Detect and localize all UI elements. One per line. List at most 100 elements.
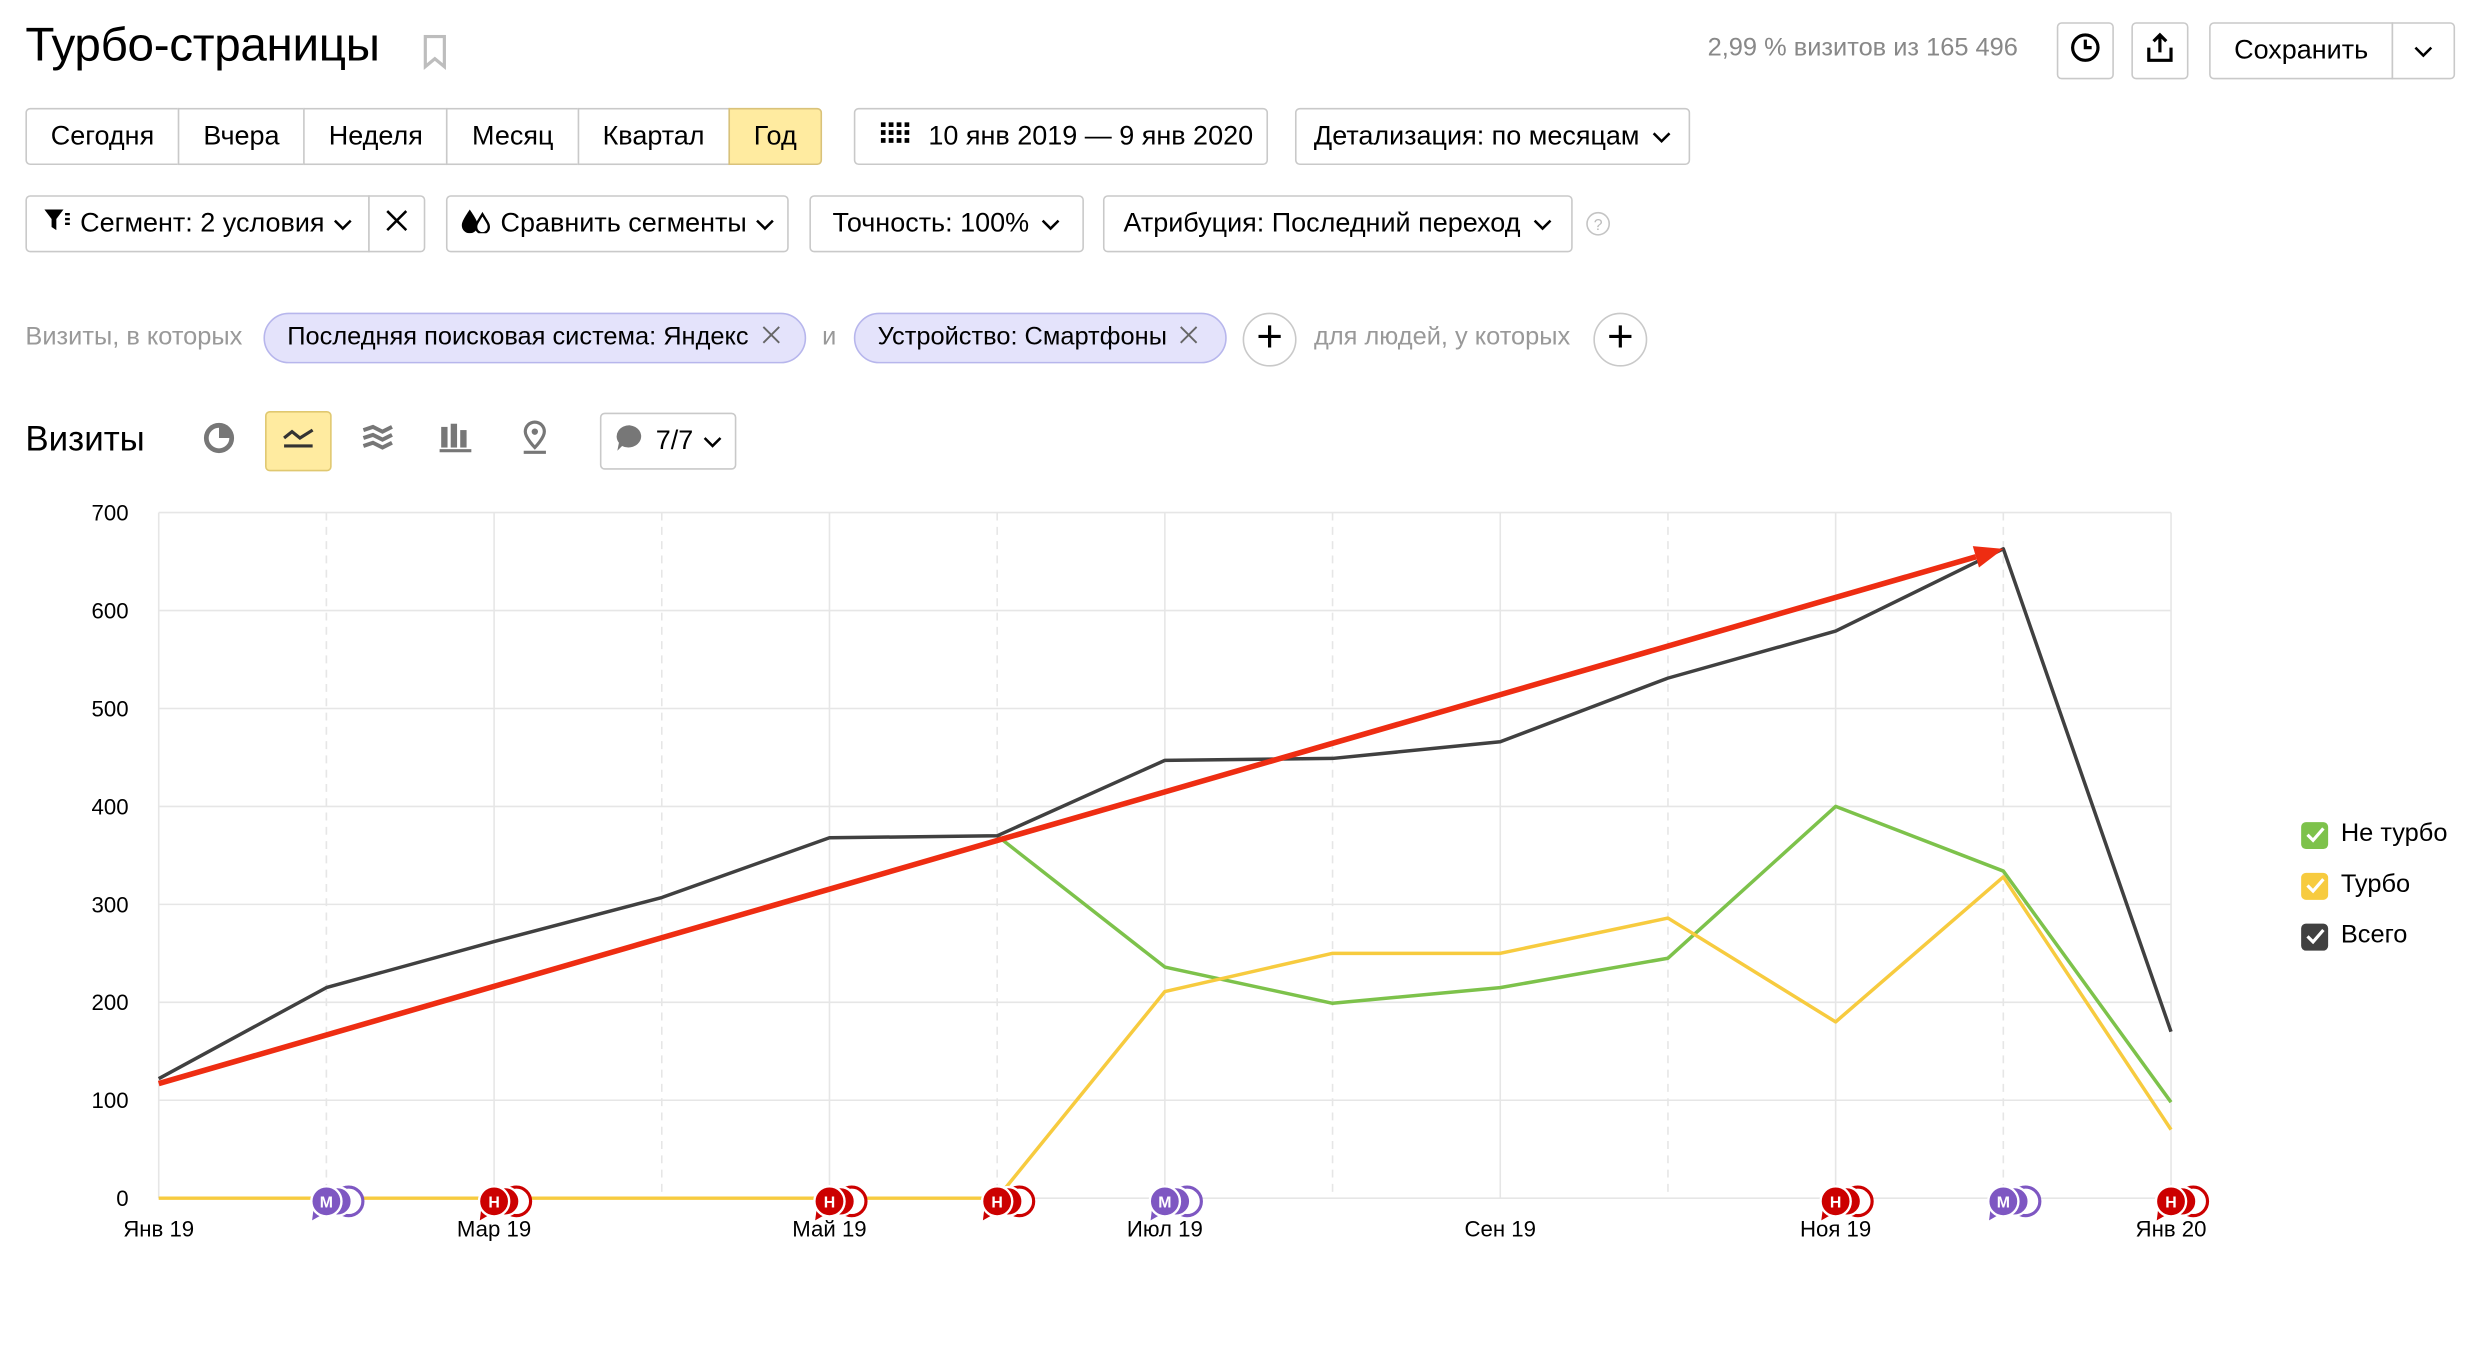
report-title: Визиты [25,418,145,459]
tab-today[interactable]: Сегодня [25,107,180,166]
chevron-down-icon [1042,208,1061,240]
checkbox-icon[interactable] [2301,922,2329,950]
people-conditions-label: для людей, у которых [1314,323,1571,351]
comment-icon [614,423,646,460]
bar-chart-view-button[interactable] [422,411,489,471]
condition-chip-label: Последняя поисковая система: Яндекс [287,323,749,351]
legend-label: Не турбо [2340,820,2448,848]
checkbox-icon[interactable] [2301,821,2329,849]
filter-icon [42,207,71,240]
compare-segments-button[interactable]: Сравнить сегменты [445,195,789,253]
y-tick-label: 600 [92,598,129,623]
y-tick-label: 500 [92,696,129,721]
chart-legend: Не турбо Турбо Всего [2301,809,2447,961]
bookmark-icon[interactable] [422,34,447,78]
map-view-button[interactable] [501,411,568,471]
x-tick-label: Май 19 [792,1216,866,1241]
annotation-marker [980,1185,1014,1218]
tab-week[interactable]: Неделя [303,107,449,166]
close-icon[interactable] [1180,324,1199,353]
marker-letter: Н [2165,1195,2176,1212]
add-people-condition-button[interactable] [1593,312,1648,367]
svg-text:?: ? [1594,217,1603,234]
calendar-icon [880,121,910,153]
annotation-marker [1987,1185,2020,1218]
y-tick-label: 100 [92,1088,129,1113]
save-button[interactable]: Сохранить [2209,22,2394,80]
clear-segment-button[interactable] [368,195,426,253]
segment-select[interactable]: Сегмент: 2 условия [25,195,370,253]
y-tick-label: 0 [116,1186,128,1211]
pie-chart-view-button[interactable] [186,411,253,471]
marker-letter: Н [1830,1195,1841,1212]
history-button[interactable] [2056,22,2114,80]
accuracy-select[interactable]: Точность: 100% [809,195,1084,253]
drops-icon [461,207,493,240]
pie-chart-icon [203,421,235,461]
export-button[interactable] [2131,22,2189,80]
attribution-label: Атрибуция: Последний переход [1123,207,1521,239]
marker-letter: М [1997,1195,2010,1212]
annotations-count: 7/7 [655,425,694,456]
accuracy-label: Точность: 100% [832,207,1030,239]
legend-label: Всего [2340,922,2408,950]
x-tick-label: Июл 19 [1127,1216,1203,1241]
bar-chart-icon [438,421,473,461]
page-title: Турбо-страницы [25,19,380,72]
save-button-label: Сохранить [2234,34,2369,66]
condition-chip-search-engine[interactable]: Последняя поисковая система: Яндекс [263,312,807,364]
legend-item-not-turbo[interactable]: Не турбо [2301,809,2447,860]
tab-yesterday[interactable]: Вчера [177,107,305,166]
trend-arrow-line [157,554,1977,1087]
close-icon[interactable] [761,324,780,353]
attribution-select[interactable]: Атрибуция: Последний переход [1102,195,1573,253]
legend-label: Турбо [2340,871,2411,899]
conditions-joiner: и [822,323,837,351]
area-chart-view-button[interactable] [344,411,411,471]
annotation-marker [477,1185,511,1218]
marker-letter: М [320,1195,333,1212]
marker-letter: Н [991,1195,1002,1212]
annotations-button[interactable]: 7/7 [599,412,737,470]
y-tick-label: 200 [92,990,129,1015]
share-icon [2144,31,2176,71]
legend-item-turbo[interactable]: Турбо [2301,860,2447,911]
x-tick-label: Янв 20 [2136,1216,2207,1241]
annotation-marker [1148,1185,1182,1218]
clock-icon [2069,31,2101,71]
y-tick-label: 300 [92,892,129,917]
chevron-down-icon [2414,35,2433,67]
annotation-marker [2154,1185,2188,1218]
marker-letter: М [1158,1195,1171,1212]
add-condition-button[interactable] [1242,312,1297,367]
detail-label: Детализация: по месяцам [1313,120,1640,151]
help-icon[interactable]: ? [1585,211,1611,244]
tab-month[interactable]: Месяц [446,107,579,166]
plus-icon [1608,323,1633,356]
annotation-marker [813,1185,846,1218]
save-options-button[interactable] [2391,22,2456,80]
area-chart-icon [360,423,395,460]
segment-label: Сегмент: 2 условия [80,207,325,239]
chevron-down-icon [755,208,774,240]
y-tick-label: 400 [92,794,129,819]
detail-select[interactable]: Детализация: по месяцам [1294,107,1691,166]
chevron-down-icon [1533,208,1552,240]
trend-arrow-head [1972,546,2004,568]
chevron-down-icon [703,425,722,457]
tab-quarter[interactable]: Квартал [577,107,730,166]
series-line-total [157,547,2173,1081]
annotation-marker [310,1185,343,1218]
checkbox-icon[interactable] [2301,872,2329,900]
date-range-label: 10 янв 2019 — 9 янв 2020 [928,120,1254,151]
plus-icon [1257,323,1282,356]
chevron-down-icon [1652,121,1671,153]
date-range-picker[interactable]: 10 янв 2019 — 9 янв 2020 [853,107,1269,166]
x-tick-label: Ноя 19 [1800,1216,1871,1241]
marker-letter: Н [824,1195,835,1212]
condition-chip-device[interactable]: Устройство: Смартфоны [853,312,1227,364]
tab-year[interactable]: Год [728,107,823,166]
line-chart-view-button[interactable] [265,411,332,472]
legend-item-total[interactable]: Всего [2301,911,2447,962]
line-chart-icon [281,425,316,458]
